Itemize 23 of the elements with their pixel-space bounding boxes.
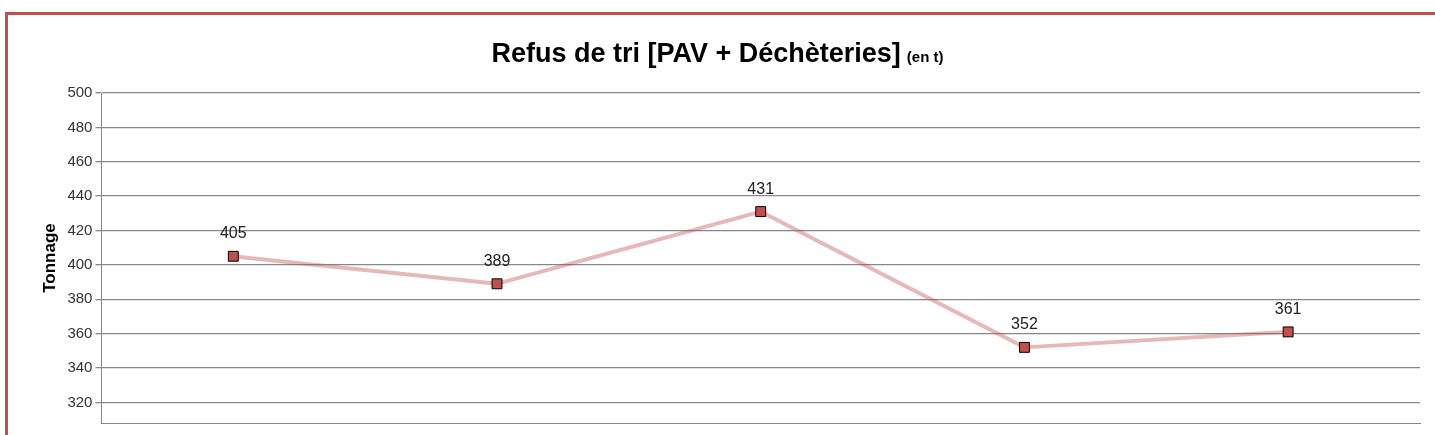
y-tick-label: 460 — [67, 151, 93, 169]
y-tick-label: 480 — [67, 117, 93, 135]
y-tick-label: 360 — [67, 323, 93, 341]
chart-title: Refus de tri [PAV + Déchèteries] — [491, 38, 901, 68]
y-tick-label: 320 — [67, 392, 93, 410]
data-label: 405 — [219, 224, 247, 242]
point — [227, 250, 239, 262]
data-label: 352 — [1011, 315, 1038, 333]
y-tick-label: 340 — [67, 358, 93, 376]
y-axis-title: Tonnage — [39, 223, 59, 293]
data-label: 361 — [1274, 299, 1302, 317]
y-tick-label: 440 — [67, 186, 93, 204]
point — [1282, 326, 1294, 338]
data-label: 389 — [483, 251, 511, 269]
y-tick-label: 420 — [67, 220, 93, 238]
y-tick-label: 500 — [67, 83, 93, 101]
chart-subtitle: (en t) — [906, 48, 944, 65]
point — [755, 206, 767, 218]
data-label: 431 — [747, 179, 775, 197]
y-tick-label: 400 — [67, 255, 93, 273]
point — [1018, 341, 1030, 353]
y-tick-label: 380 — [67, 289, 93, 307]
point — [491, 278, 503, 290]
